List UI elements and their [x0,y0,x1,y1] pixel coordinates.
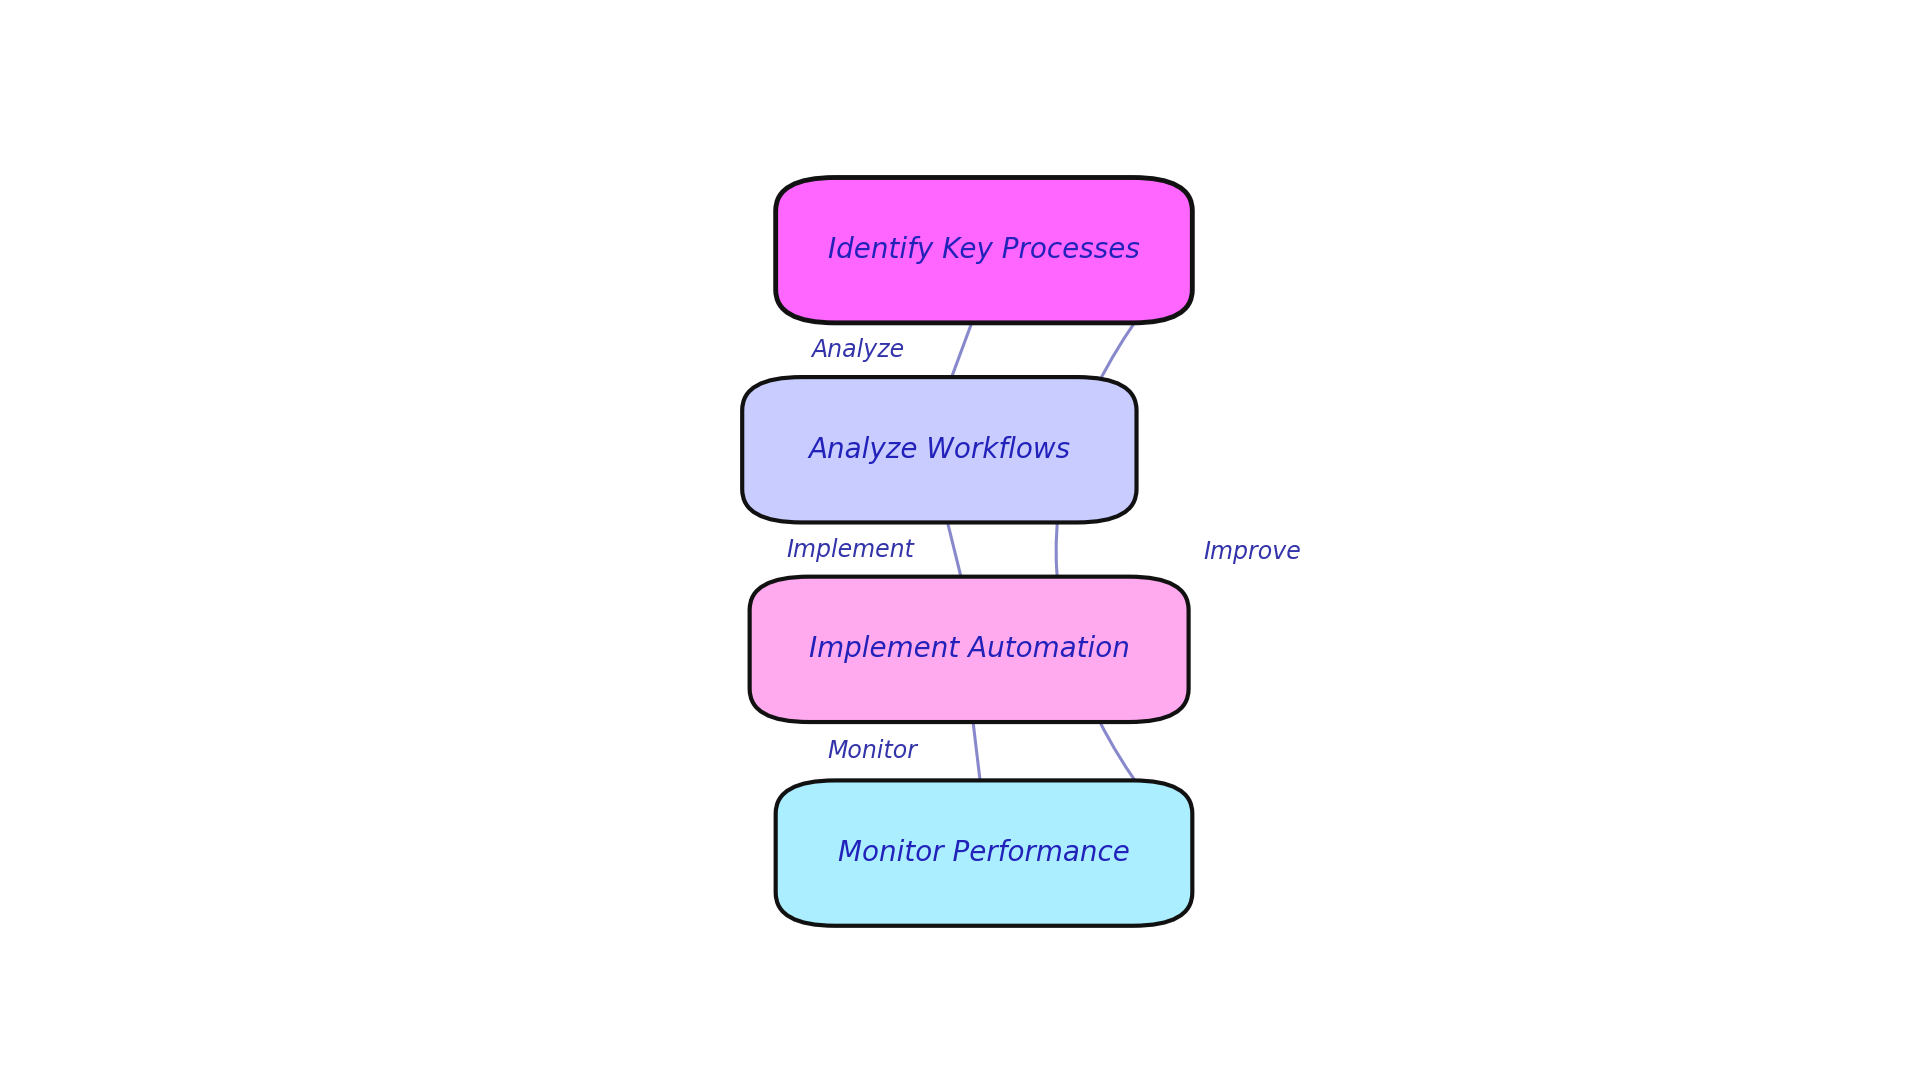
FancyBboxPatch shape [776,781,1192,926]
Text: Monitor: Monitor [828,739,918,764]
FancyBboxPatch shape [749,577,1188,723]
Text: Identify Key Processes: Identify Key Processes [828,237,1140,265]
Text: Analyze Workflows: Analyze Workflows [808,435,1071,463]
FancyBboxPatch shape [743,377,1137,523]
Text: Monitor Performance: Monitor Performance [837,839,1131,867]
Text: Analyze: Analyze [810,338,904,362]
Text: Improve: Improve [1204,540,1300,564]
Text: Implement Automation: Implement Automation [808,635,1129,663]
FancyBboxPatch shape [776,177,1192,323]
Text: Implement: Implement [785,538,914,562]
